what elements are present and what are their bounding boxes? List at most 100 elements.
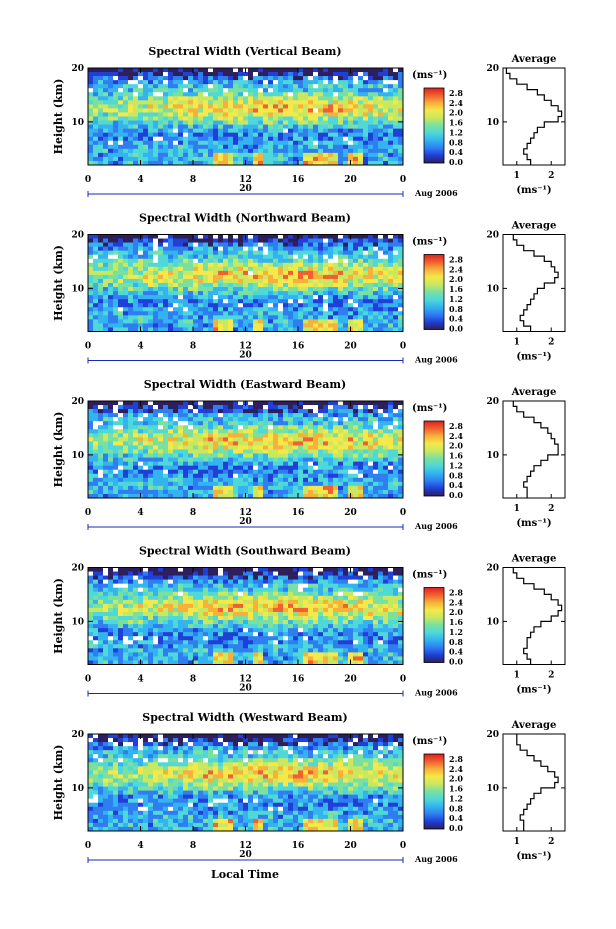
heatmap-cell bbox=[198, 238, 204, 243]
heatmap-cell bbox=[123, 489, 129, 495]
heatmap-cell bbox=[348, 88, 354, 93]
heatmap-cell bbox=[228, 116, 234, 121]
heatmap-cell bbox=[203, 274, 209, 280]
heatmap-cell bbox=[133, 445, 139, 450]
heatmap-cell bbox=[303, 571, 309, 576]
heatmap-cell bbox=[203, 465, 209, 471]
heatmap-cell bbox=[358, 104, 364, 109]
heatmap-cell bbox=[88, 441, 94, 446]
heatmap-cell bbox=[108, 144, 114, 150]
heatmap-cell bbox=[228, 485, 234, 491]
heatmap-cell bbox=[213, 457, 219, 462]
heatmap-cell bbox=[268, 254, 274, 260]
heatmap-cell bbox=[128, 473, 134, 479]
heatmap-cell bbox=[393, 409, 399, 414]
heatmap-cell bbox=[158, 485, 164, 491]
heatmap-cell bbox=[398, 457, 404, 462]
heatmap-cell bbox=[88, 307, 94, 312]
heatmap-cell bbox=[338, 579, 344, 584]
heatmap-cell bbox=[333, 254, 339, 260]
heatmap-cell bbox=[213, 429, 219, 434]
heatmap-cell bbox=[363, 132, 369, 138]
heatmap-cell bbox=[228, 291, 234, 296]
heatmap-cell bbox=[123, 108, 129, 113]
heatmap-cell bbox=[223, 457, 229, 462]
heatmap-cell bbox=[218, 88, 224, 93]
heatmap-cell bbox=[248, 148, 254, 154]
heatmap-cell bbox=[168, 266, 174, 272]
panel-4: Spectral Width (Southward Beam)2010Heigh… bbox=[52, 545, 566, 698]
heatmap-cell bbox=[283, 449, 289, 454]
heatmap-cell bbox=[398, 579, 404, 584]
heatmap-cell bbox=[388, 144, 394, 150]
colorbar-tick-label: 2.4 bbox=[449, 264, 463, 274]
heatmap-cell bbox=[248, 465, 254, 471]
heatmap-cell bbox=[358, 238, 364, 243]
heatmap-cell bbox=[128, 299, 134, 304]
heatmap-cell bbox=[383, 112, 389, 117]
heatmap-cell bbox=[258, 116, 264, 121]
heatmap-cell bbox=[298, 437, 304, 442]
heatmap-cell bbox=[283, 445, 289, 450]
heatmap-cell bbox=[263, 132, 269, 138]
heatmap-cell bbox=[143, 266, 149, 272]
heatmap-cell bbox=[363, 274, 369, 280]
heatmap-cell bbox=[218, 278, 224, 284]
heatmap-cell bbox=[193, 481, 199, 487]
heatmap-cell bbox=[358, 128, 364, 133]
heatmap-cell bbox=[228, 234, 234, 239]
heatmap-cell bbox=[253, 307, 259, 312]
heatmap-cell bbox=[203, 128, 209, 133]
heatmap-cell bbox=[343, 242, 349, 247]
heatmap-cell bbox=[203, 583, 209, 589]
heatmap-cell bbox=[88, 258, 94, 264]
heatmap-cell bbox=[363, 433, 369, 438]
heatmap-cell bbox=[353, 405, 359, 410]
heatmap-cell bbox=[183, 437, 189, 442]
heatmap-cell bbox=[383, 579, 389, 584]
heatmap-cell bbox=[278, 258, 284, 264]
heatmap-cell bbox=[233, 453, 239, 458]
x-tick-label: 16 bbox=[292, 342, 305, 352]
heatmap-cell bbox=[203, 457, 209, 462]
heatmap-cell bbox=[238, 429, 244, 434]
heatmap-cell bbox=[343, 152, 349, 158]
heatmap-cell bbox=[88, 433, 94, 438]
heatmap-cell bbox=[393, 152, 399, 158]
heatmap bbox=[88, 567, 404, 665]
profile-x-label: (ms⁻¹) bbox=[516, 518, 551, 529]
heatmap-cell bbox=[228, 425, 234, 430]
heatmap-cell bbox=[273, 449, 279, 454]
heatmap-cell bbox=[303, 278, 309, 284]
heatmap-cell bbox=[308, 76, 314, 81]
heatmap-cell bbox=[113, 449, 119, 454]
heatmap-cell bbox=[333, 485, 339, 491]
heatmap-cell bbox=[233, 140, 239, 146]
heatmap-cell bbox=[153, 493, 159, 499]
heatmap-cell bbox=[108, 429, 114, 434]
heatmap-cell bbox=[343, 148, 349, 154]
heatmap-cell bbox=[358, 132, 364, 138]
heatmap-cell bbox=[268, 100, 274, 105]
heatmap-cell bbox=[383, 413, 389, 418]
heatmap-cell bbox=[303, 266, 309, 272]
heatmap-cell bbox=[273, 409, 279, 414]
heatmap-cell bbox=[208, 144, 214, 150]
heatmap-cell bbox=[178, 250, 184, 256]
heatmap-cell bbox=[353, 266, 359, 272]
heatmap-cell bbox=[138, 461, 144, 466]
heatmap-cell bbox=[138, 575, 144, 580]
heatmap-cell bbox=[168, 477, 174, 483]
heatmap-cell bbox=[293, 461, 299, 466]
heatmap-cell bbox=[248, 140, 254, 146]
heatmap-cell bbox=[383, 417, 389, 422]
heatmap-cell bbox=[238, 311, 244, 316]
heatmap-cell bbox=[263, 124, 269, 129]
heatmap-cell bbox=[208, 417, 214, 422]
heatmap-cell bbox=[278, 485, 284, 491]
heatmap-cell bbox=[93, 274, 99, 280]
heatmap-cell bbox=[243, 144, 249, 150]
heatmap-cell bbox=[378, 417, 384, 422]
heatmap-cell bbox=[148, 579, 154, 584]
heatmap-cell bbox=[253, 409, 259, 414]
